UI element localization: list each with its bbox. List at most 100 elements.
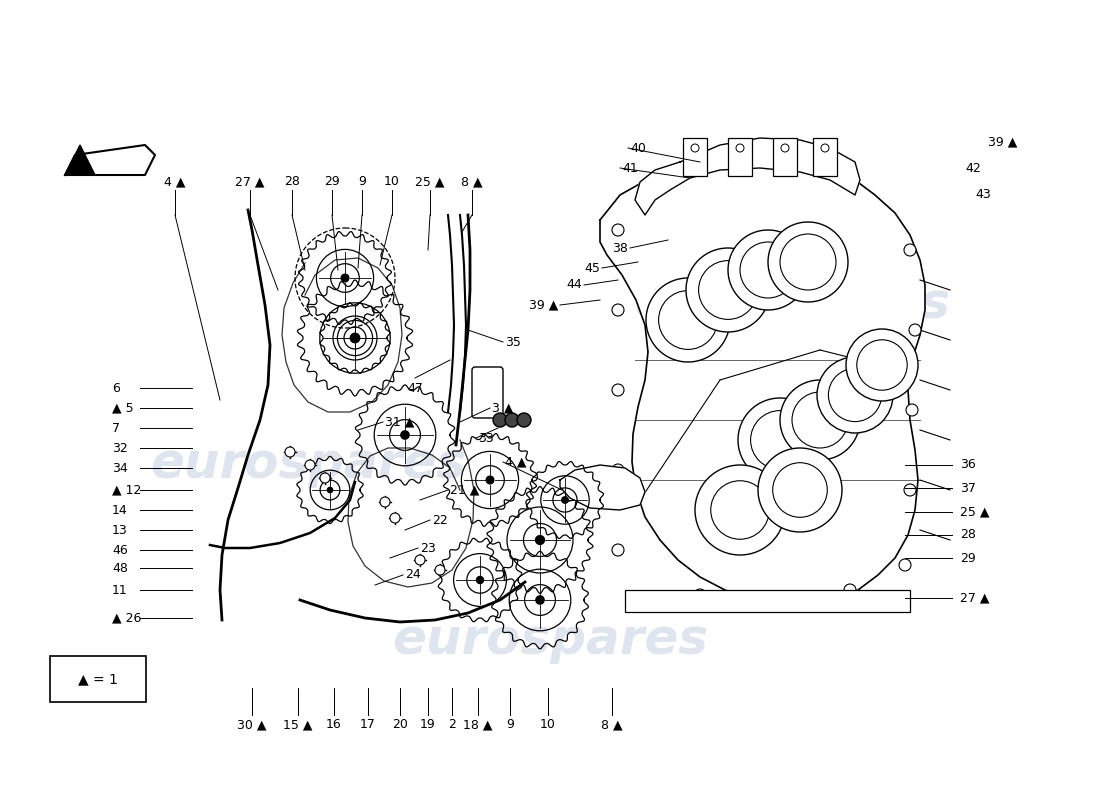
Text: 24: 24: [405, 569, 420, 582]
Text: ▲ 12: ▲ 12: [112, 483, 142, 497]
Text: 33: 33: [478, 431, 494, 445]
Text: 10: 10: [384, 175, 400, 188]
Text: eurospares: eurospares: [150, 440, 466, 488]
Text: 46: 46: [112, 543, 128, 557]
Circle shape: [846, 329, 918, 401]
Text: 31 ▲: 31 ▲: [385, 415, 415, 429]
Text: 29: 29: [960, 551, 976, 565]
Text: 20: 20: [392, 718, 408, 731]
Circle shape: [738, 398, 822, 482]
Text: 16: 16: [326, 718, 342, 731]
Text: 4 ▲: 4 ▲: [505, 455, 527, 469]
Text: 41: 41: [621, 162, 638, 174]
Circle shape: [659, 290, 717, 350]
Text: ▲ = 1: ▲ = 1: [78, 672, 118, 686]
Bar: [728, 138, 752, 176]
Text: 14: 14: [112, 503, 128, 517]
Text: 34: 34: [112, 462, 128, 474]
Circle shape: [740, 242, 796, 298]
Text: 8 ▲: 8 ▲: [602, 718, 623, 731]
Circle shape: [493, 413, 507, 427]
Text: 47: 47: [407, 382, 422, 394]
Text: 45: 45: [584, 262, 600, 274]
Circle shape: [695, 465, 785, 555]
Circle shape: [909, 324, 921, 336]
Circle shape: [711, 481, 769, 539]
Text: 30 ▲: 30 ▲: [238, 718, 266, 731]
Circle shape: [285, 447, 295, 457]
Circle shape: [612, 544, 624, 556]
Text: 22: 22: [432, 514, 448, 526]
Circle shape: [536, 596, 544, 604]
Circle shape: [691, 144, 698, 152]
Circle shape: [562, 497, 569, 503]
Text: 2: 2: [448, 718, 455, 731]
Text: 28: 28: [284, 175, 300, 188]
Circle shape: [899, 559, 911, 571]
Circle shape: [792, 392, 848, 448]
Circle shape: [906, 404, 918, 416]
Text: 29: 29: [324, 175, 340, 188]
Text: 40: 40: [630, 142, 646, 154]
Circle shape: [352, 335, 358, 341]
Bar: [625, 590, 910, 612]
Circle shape: [486, 476, 494, 484]
Text: 19: 19: [420, 718, 436, 731]
Circle shape: [341, 274, 349, 282]
Circle shape: [400, 430, 409, 439]
Circle shape: [750, 410, 810, 470]
Circle shape: [350, 333, 360, 342]
Text: 37: 37: [960, 482, 976, 494]
Polygon shape: [560, 465, 645, 510]
Text: 17: 17: [360, 718, 376, 731]
FancyBboxPatch shape: [472, 367, 503, 418]
Text: 25 ▲: 25 ▲: [416, 175, 444, 188]
Circle shape: [517, 413, 531, 427]
Bar: [773, 138, 798, 176]
Circle shape: [305, 460, 315, 470]
Bar: [683, 138, 707, 176]
Circle shape: [328, 487, 332, 493]
Circle shape: [768, 222, 848, 302]
Text: 9: 9: [506, 718, 514, 731]
Circle shape: [320, 473, 330, 483]
Polygon shape: [635, 138, 860, 215]
Text: ▲ 26: ▲ 26: [112, 611, 142, 625]
Text: 13: 13: [112, 523, 128, 537]
Circle shape: [612, 384, 624, 396]
Text: 27 ▲: 27 ▲: [235, 175, 265, 188]
Circle shape: [434, 565, 446, 575]
Text: 43: 43: [975, 189, 991, 202]
Circle shape: [780, 234, 836, 290]
Circle shape: [781, 144, 789, 152]
Circle shape: [379, 497, 390, 507]
Text: 48: 48: [112, 562, 128, 574]
Circle shape: [646, 278, 730, 362]
Text: 6: 6: [112, 382, 120, 394]
Text: 11: 11: [112, 583, 128, 597]
Circle shape: [694, 589, 706, 601]
Circle shape: [415, 555, 425, 565]
Text: 27 ▲: 27 ▲: [960, 591, 990, 605]
Circle shape: [904, 484, 916, 496]
Text: 4 ▲: 4 ▲: [164, 175, 186, 188]
Text: 7: 7: [112, 422, 120, 434]
Text: eurospares: eurospares: [634, 280, 950, 328]
Text: 38: 38: [612, 242, 628, 254]
Circle shape: [612, 224, 624, 236]
Text: 21 ▲: 21 ▲: [450, 483, 480, 497]
Text: 18 ▲: 18 ▲: [463, 718, 493, 731]
Text: 32: 32: [112, 442, 128, 454]
Text: 23: 23: [420, 542, 436, 554]
Text: 3 ▲: 3 ▲: [492, 402, 514, 414]
Circle shape: [536, 535, 544, 545]
Circle shape: [476, 576, 484, 584]
Text: 42: 42: [965, 162, 981, 174]
Circle shape: [774, 592, 786, 604]
Text: 8 ▲: 8 ▲: [461, 175, 483, 188]
Circle shape: [904, 244, 916, 256]
Circle shape: [857, 340, 907, 390]
Circle shape: [698, 261, 758, 319]
Text: ▲ 5: ▲ 5: [112, 402, 133, 414]
Text: 28: 28: [960, 529, 976, 542]
